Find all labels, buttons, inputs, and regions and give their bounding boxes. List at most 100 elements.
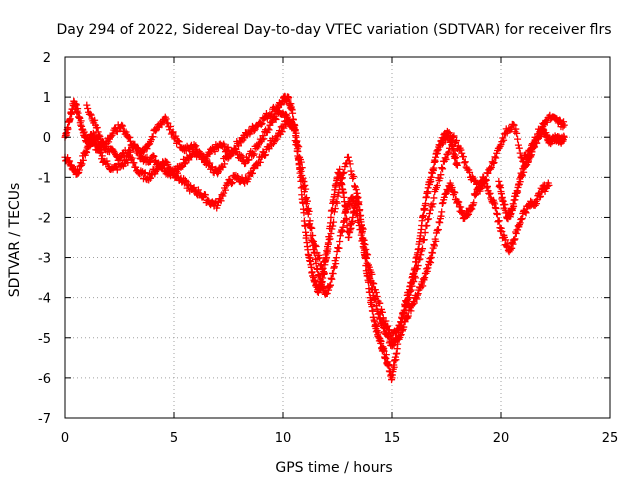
data-point-sample [336, 232, 344, 240]
data-point-sample [235, 142, 243, 150]
data-point-sample [442, 155, 450, 163]
data-point-sample [438, 208, 446, 216]
data-point-sample [460, 153, 468, 161]
data-point-sample [201, 191, 209, 199]
data-point-sample [330, 263, 338, 271]
data-point-sample [79, 156, 87, 164]
data-point-sample [91, 116, 99, 124]
data-point-sample [350, 197, 358, 205]
data-point-sample [495, 217, 503, 225]
data-point-sample [417, 251, 425, 259]
data-point [336, 238, 344, 246]
data-point-sample [302, 185, 310, 193]
data-point-sample [368, 270, 376, 278]
data-point-sample [64, 125, 72, 133]
data-point-sample [149, 152, 157, 160]
data-point-sample [433, 181, 441, 189]
data-point-sample [404, 312, 412, 320]
data-point-sample [211, 148, 219, 156]
data-point-sample [265, 126, 273, 134]
data-point-sample [278, 128, 286, 136]
data-point [83, 101, 91, 109]
x-tick-label: 25 [602, 431, 619, 446]
data-point-sample [146, 174, 154, 182]
data-point-sample [359, 235, 367, 243]
data-point-sample [143, 145, 151, 153]
data-point-sample [445, 148, 453, 156]
grid [65, 57, 610, 418]
data-point-sample [468, 173, 476, 181]
data-point-sample [355, 198, 363, 206]
data-point-sample [369, 279, 377, 287]
data-point-sample [377, 337, 385, 345]
data-point-sample [264, 125, 272, 133]
data-point-sample [149, 133, 157, 141]
data-point-sample [472, 190, 480, 198]
data-point [344, 153, 352, 161]
data-point-sample [337, 179, 345, 187]
data-point-sample [347, 167, 355, 175]
data-point-sample [322, 251, 330, 259]
data-point-sample [491, 200, 499, 208]
data-point-sample [327, 274, 335, 282]
data-point-sample [168, 129, 176, 137]
data-point-sample [330, 208, 338, 216]
data-point-sample [487, 163, 495, 171]
data-point-sample [173, 169, 181, 177]
data-point-sample [66, 157, 74, 165]
data-point-sample [93, 124, 101, 132]
data-point [427, 254, 435, 262]
data-point-sample [164, 161, 172, 169]
data-point-sample [451, 189, 459, 197]
data-point-sample [330, 218, 338, 226]
data-point-sample [338, 227, 346, 235]
data-point-sample [221, 142, 229, 150]
data-point-sample [84, 105, 92, 113]
y-tick-label: -3 [38, 252, 51, 267]
data-point-sample [370, 280, 378, 288]
data-point-sample [481, 177, 489, 185]
data-point-sample [259, 132, 267, 140]
data-point [327, 229, 335, 237]
data-point-sample [455, 198, 463, 206]
data-point [118, 121, 126, 129]
data-point-sample [309, 231, 317, 239]
data-point-sample [425, 258, 433, 266]
data-point [292, 129, 300, 137]
data-point-sample [403, 313, 411, 321]
data-point-sample [436, 219, 444, 227]
data-point-sample [326, 235, 334, 243]
data-point-sample [311, 241, 319, 249]
data-point [310, 238, 318, 246]
data-point-sample [510, 236, 518, 244]
data-point-sample [425, 215, 433, 223]
data-point-sample [273, 135, 281, 143]
data-point-sample [357, 231, 365, 239]
data-point-sample [97, 148, 105, 156]
data-point-sample [372, 288, 380, 296]
data-point-sample [306, 217, 314, 225]
data-point-sample [338, 174, 346, 182]
data-point [329, 270, 337, 278]
data-point-sample [511, 196, 519, 204]
data-point-sample [98, 152, 106, 160]
data-point-sample [312, 243, 320, 251]
data-point [510, 121, 518, 129]
data-point-sample [332, 254, 340, 262]
data-point-sample [224, 143, 232, 151]
data-point-sample [86, 110, 94, 118]
data-point-sample [428, 203, 436, 211]
data-point-sample [94, 128, 102, 136]
data-point-sample [483, 184, 491, 192]
data-point-sample [445, 129, 453, 137]
data-point-sample [520, 168, 528, 176]
data-point-sample [167, 122, 175, 130]
data-series [61, 92, 568, 384]
data-point-sample [536, 193, 544, 201]
data-point-sample [192, 142, 200, 150]
data-point-sample [419, 245, 427, 253]
data-point [353, 189, 361, 197]
data-point-sample [325, 286, 333, 294]
data-point-sample [327, 281, 335, 289]
data-point-sample [490, 159, 498, 167]
